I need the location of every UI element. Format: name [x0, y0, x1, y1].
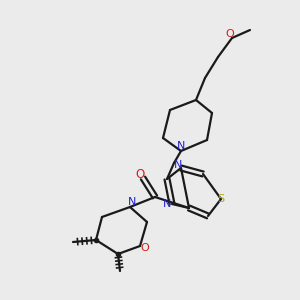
Text: S: S [218, 194, 225, 204]
Text: N: N [174, 160, 182, 170]
Text: O: O [226, 29, 234, 39]
Text: O: O [135, 167, 145, 181]
Text: N: N [163, 199, 171, 209]
Text: O: O [141, 243, 149, 253]
Text: N: N [177, 141, 185, 151]
Text: N: N [128, 197, 136, 207]
